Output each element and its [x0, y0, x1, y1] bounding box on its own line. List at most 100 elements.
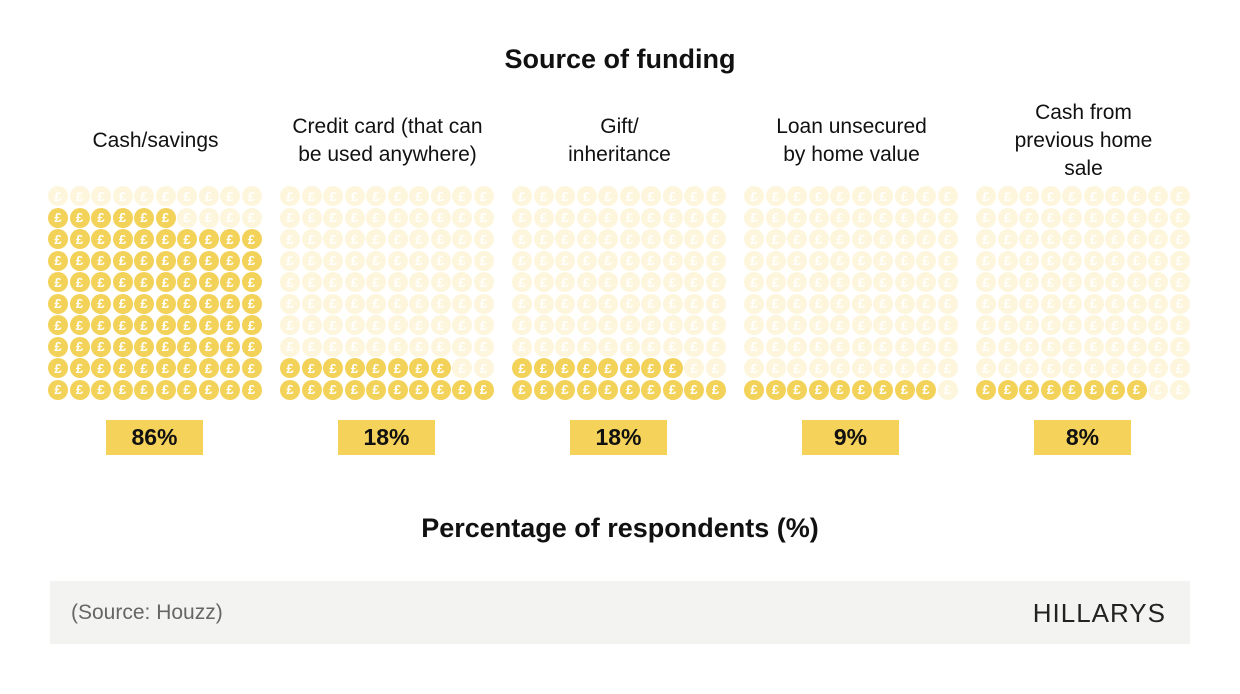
- pound-coin-icon: £: [937, 207, 958, 228]
- pound-coin-icon: £: [937, 336, 958, 357]
- pound-coin-icon: £: [830, 336, 850, 357]
- pound-coin-icon: £: [916, 186, 936, 206]
- pound-coin-icon: £: [280, 186, 300, 206]
- pound-coin-icon: £: [619, 379, 640, 400]
- pound-coin-icon: £: [976, 229, 996, 249]
- pound-coin-icon: £: [69, 293, 90, 314]
- pound-coin-icon: £: [48, 336, 68, 357]
- pound-coin-icon: £: [684, 250, 704, 271]
- pound-coin-icon: £: [705, 293, 726, 314]
- pound-coin-icon: £: [684, 293, 704, 314]
- pound-coin-icon: £: [1062, 358, 1082, 378]
- pound-coin-icon: £: [851, 315, 872, 335]
- pound-coin-icon: £: [280, 250, 300, 271]
- pound-coin-icon: £: [155, 336, 176, 357]
- pound-coin-icon: £: [619, 229, 640, 249]
- pound-coin-icon: £: [1083, 250, 1104, 271]
- pound-coin-icon: £: [344, 207, 365, 228]
- pound-coin-icon: £: [1169, 229, 1190, 249]
- pound-coin-icon: £: [894, 272, 915, 292]
- pound-coin-icon: £: [241, 293, 262, 314]
- pound-coin-icon: £: [280, 229, 300, 249]
- pound-coin-icon: £: [112, 207, 133, 228]
- pound-coin-icon: £: [744, 272, 764, 292]
- pound-coin-icon: £: [787, 229, 807, 249]
- pound-coin-icon: £: [198, 186, 219, 206]
- pound-coin-icon: £: [512, 358, 532, 378]
- pound-coin-icon: £: [1019, 186, 1039, 206]
- pound-coin-icon: £: [598, 336, 618, 357]
- pound-coin-icon: £: [851, 293, 872, 314]
- pound-coin-icon: £: [555, 229, 575, 249]
- pound-coin-icon: £: [662, 250, 683, 271]
- pound-coin-icon: £: [366, 229, 386, 249]
- pound-coin-icon: £: [134, 207, 154, 228]
- pound-coin-icon: £: [662, 229, 683, 249]
- pound-coin-icon: £: [323, 186, 343, 206]
- pound-coin-icon: £: [641, 229, 661, 249]
- pound-coin-icon: £: [155, 293, 176, 314]
- pound-coin-icon: £: [134, 336, 154, 357]
- pound-coin-icon: £: [323, 272, 343, 292]
- pound-coin-icon: £: [937, 186, 958, 206]
- pound-coin-icon: £: [323, 336, 343, 357]
- pound-coin-icon: £: [344, 379, 365, 400]
- pound-coin-icon: £: [155, 186, 176, 206]
- pound-coin-icon: £: [533, 379, 554, 400]
- pound-coin-icon: £: [91, 358, 111, 378]
- pound-coin-icon: £: [91, 250, 111, 271]
- value-badge: 86%: [106, 420, 203, 455]
- pound-coin-icon: £: [976, 207, 996, 228]
- pound-coin-icon: £: [473, 336, 494, 357]
- pound-coin-icon: £: [533, 229, 554, 249]
- pound-coin-icon: £: [69, 186, 90, 206]
- pound-coin-icon: £: [177, 379, 197, 400]
- pound-coin-icon: £: [366, 207, 386, 228]
- pound-coin-icon: £: [705, 229, 726, 249]
- pound-coin-icon: £: [1169, 358, 1190, 378]
- pound-coin-icon: £: [1126, 379, 1147, 400]
- pound-coin-icon: £: [301, 379, 322, 400]
- pound-coin-icon: £: [1083, 272, 1104, 292]
- coin-grid: £ £ £ £ £ £ £ £ £ £ £ £ £ £ £ £ £ £ £ £ £ £ £ £ £ £ £ £ £ £ £ £ £ £ £ £ £ £ £ £…: [48, 186, 263, 401]
- pound-coin-icon: £: [241, 250, 262, 271]
- pound-coin-icon: £: [937, 379, 958, 400]
- pound-coin-icon: £: [808, 336, 829, 357]
- pound-coin-icon: £: [1105, 379, 1125, 400]
- pound-coin-icon: £: [894, 207, 915, 228]
- pound-coin-icon: £: [976, 315, 996, 335]
- pound-coin-icon: £: [280, 272, 300, 292]
- pound-coin-icon: £: [134, 315, 154, 335]
- pound-coin-icon: £: [1105, 336, 1125, 357]
- pound-coin-icon: £: [873, 250, 893, 271]
- pound-coin-icon: £: [1040, 186, 1061, 206]
- pound-coin-icon: £: [705, 336, 726, 357]
- pound-coin-icon: £: [997, 272, 1018, 292]
- pound-coin-icon: £: [873, 207, 893, 228]
- pound-coin-icon: £: [765, 250, 786, 271]
- pound-coin-icon: £: [744, 229, 764, 249]
- pound-coin-icon: £: [241, 272, 262, 292]
- pound-coin-icon: £: [576, 336, 597, 357]
- pound-coin-icon: £: [684, 336, 704, 357]
- pound-coin-icon: £: [241, 207, 262, 228]
- pound-coin-icon: £: [280, 293, 300, 314]
- pound-coin-icon: £: [1126, 315, 1147, 335]
- pound-coin-icon: £: [430, 186, 451, 206]
- pound-coin-icon: £: [301, 229, 322, 249]
- pound-coin-icon: £: [765, 186, 786, 206]
- pound-coin-icon: £: [48, 207, 68, 228]
- pound-coin-icon: £: [241, 379, 262, 400]
- pound-coin-icon: £: [280, 336, 300, 357]
- pound-coin-icon: £: [598, 293, 618, 314]
- pound-coin-icon: £: [1062, 379, 1082, 400]
- pound-coin-icon: £: [1040, 379, 1061, 400]
- pound-coin-icon: £: [1040, 272, 1061, 292]
- pound-coin-icon: £: [894, 358, 915, 378]
- pound-coin-icon: £: [1040, 250, 1061, 271]
- pound-coin-icon: £: [452, 272, 472, 292]
- pound-coin-icon: £: [705, 207, 726, 228]
- pound-coin-icon: £: [241, 229, 262, 249]
- pound-coin-icon: £: [1083, 207, 1104, 228]
- pound-coin-icon: £: [1019, 379, 1039, 400]
